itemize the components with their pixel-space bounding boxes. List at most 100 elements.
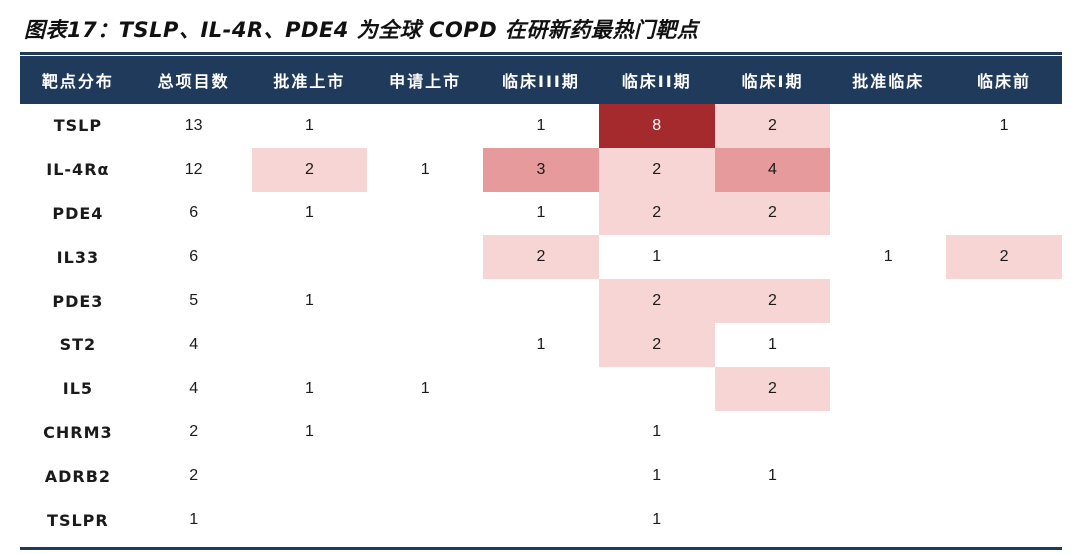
table-cell: 4: [189, 335, 199, 353]
table-cell: 1: [652, 248, 662, 266]
table-cell: 4: [714, 147, 831, 192]
row-label: TSLP: [53, 116, 103, 136]
table-cell: [946, 323, 1062, 367]
row-label: PDE3: [52, 291, 104, 311]
table-row: IL33 6 2 1 1 2: [20, 235, 1062, 280]
table-cell: [830, 148, 946, 192]
table-cell: 1: [768, 335, 777, 353]
table-cell: [252, 235, 368, 279]
table-cell: [367, 323, 483, 367]
table-cell: [830, 498, 946, 542]
column-header: 临床III期: [483, 56, 599, 104]
table-cell: 6: [189, 248, 199, 266]
table-cell: [367, 104, 483, 148]
table-cell: [830, 323, 946, 367]
row-label: CHRM3: [43, 422, 113, 442]
table-cell: 2: [598, 322, 715, 367]
table-cell: [483, 411, 599, 455]
table-cell: [715, 235, 831, 279]
table-cell: 1: [768, 467, 777, 485]
table-cell: 4: [189, 379, 199, 397]
column-header: 总项目数: [135, 56, 252, 104]
top-rule: [20, 52, 1062, 55]
table-cell: 1: [304, 116, 314, 134]
column-header: 批准上市: [251, 56, 368, 104]
table-row: IL5 4 1 1 2: [20, 366, 1062, 411]
table-cell: 3: [483, 147, 599, 192]
table-cell: [946, 454, 1062, 498]
table-cell: [830, 104, 946, 148]
table-row: CHRM3 2 1 1: [20, 411, 1062, 455]
table-cell: [367, 411, 483, 455]
column-header: 临床I期: [714, 56, 831, 104]
table-cell: 1: [420, 379, 430, 397]
table-cell: 1: [652, 423, 662, 441]
table-row: TSLP 13 1 1 8 2 1: [20, 104, 1062, 148]
table-cell: 2: [714, 279, 831, 323]
row-label: IL-4Rα: [46, 160, 110, 180]
column-header: 申请上市: [367, 56, 484, 104]
table-body: TSLP 13 1 1 8 2 1 IL-4Rα 12 2 1 3 2 4 PDE4 6 1 1 2 2 IL33 6 2 1…: [20, 104, 1062, 542]
table-cell: [252, 454, 368, 498]
table-cell: [252, 323, 368, 367]
table-cell: [715, 411, 831, 455]
table-cell: [946, 367, 1062, 411]
table-cell: 2: [189, 467, 199, 485]
table-cell: 1: [189, 511, 199, 529]
table-cell: [946, 498, 1062, 542]
table-cell: [715, 498, 831, 542]
table-cell: 1: [304, 423, 314, 441]
table-cell: 13: [184, 116, 203, 134]
table-cell: 2: [598, 191, 715, 236]
table-cell: 1: [304, 292, 314, 310]
table-cell: 1: [536, 116, 546, 134]
table-cell: [830, 279, 946, 323]
table-row: PDE4 6 1 1 2 2: [20, 191, 1062, 236]
column-header: 临床前: [946, 56, 1062, 104]
table-cell: 8: [598, 104, 715, 148]
table-cell: [483, 367, 599, 411]
table-cell: [483, 498, 599, 542]
table-cell: [830, 367, 946, 411]
table-cell: 1: [999, 116, 1009, 134]
table-cell: 1: [420, 160, 430, 178]
table-row: PDE3 5 1 2 2: [20, 279, 1062, 323]
table-cell: 6: [189, 204, 199, 222]
header-row: 靶点分布 总项目数 批准上市 申请上市 临床III期 临床II期 临床I期 批准临床 临床前: [20, 56, 1062, 104]
table-cell: 2: [483, 235, 599, 280]
column-header: 临床II期: [598, 56, 715, 104]
row-label: IL5: [62, 379, 94, 399]
table-cell: [599, 367, 715, 411]
row-label: IL33: [56, 247, 100, 267]
table-cell: [367, 192, 483, 236]
table-cell: [946, 411, 1062, 455]
table-cell: 1: [304, 204, 314, 222]
table-cell: [946, 279, 1062, 323]
table-cell: 2: [251, 147, 368, 192]
table-cell: 1: [536, 335, 546, 353]
table-cell: 1: [883, 248, 893, 266]
column-header: 批准临床: [830, 56, 947, 104]
table-cell: 1: [536, 204, 546, 222]
table-cell: [946, 192, 1062, 236]
table-row: ADRB2 2 1 1: [20, 454, 1062, 498]
table-row: TSLPR 1 1: [20, 498, 1062, 542]
table-cell: 1: [652, 511, 662, 529]
table-cell: 1: [304, 379, 314, 397]
table-cell: [830, 192, 946, 236]
row-label: TSLPR: [47, 510, 109, 530]
table-cell: 5: [189, 292, 199, 310]
table-cell: [830, 411, 946, 455]
table-cell: 1: [652, 467, 662, 485]
table-cell: [367, 235, 483, 279]
table-cell: 2: [714, 191, 831, 236]
row-label: ADRB2: [44, 466, 112, 486]
table-row: ST2 4 1 2 1: [20, 322, 1062, 367]
table-cell: [367, 498, 483, 542]
table-cell: [830, 454, 946, 498]
table-cell: 2: [714, 366, 831, 411]
target-table: 靶点分布 总项目数 批准上市 申请上市 临床III期 临床II期 临床I期 批准临床 临床前 T…: [20, 56, 1062, 542]
row-label: ST2: [59, 335, 97, 355]
table-cell: [946, 148, 1062, 192]
table-cell: 2: [189, 423, 199, 441]
